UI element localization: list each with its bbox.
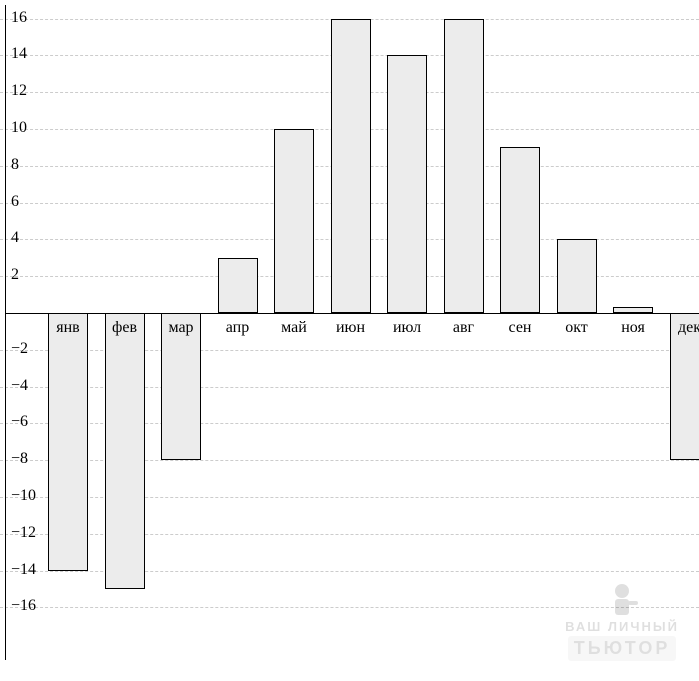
bar <box>557 239 597 313</box>
watermark-figure-icon <box>602 581 642 621</box>
bar <box>105 313 145 589</box>
x-tick-label: июл <box>393 319 421 337</box>
bar <box>387 55 427 313</box>
bar <box>48 313 88 571</box>
x-tick-label: мар <box>168 319 193 337</box>
y-tick-label: 12 <box>11 82 27 100</box>
watermark-line2: ТЬЮТОР <box>568 636 677 661</box>
bar <box>500 147 540 313</box>
x-tick-label: июн <box>336 319 365 337</box>
x-axis <box>5 313 695 314</box>
x-tick-label: дек <box>678 319 699 337</box>
x-tick-label: апр <box>226 319 249 337</box>
y-tick-label: 16 <box>11 9 27 27</box>
y-tick-label: −10 <box>11 487 36 505</box>
y-tick-label: −12 <box>11 524 36 542</box>
x-tick-label: май <box>281 319 307 337</box>
y-tick-label: 8 <box>11 156 19 174</box>
y-tick-label: 10 <box>11 119 27 137</box>
temperature-bar-chart: −16 −14 −12 −10 −8 −6 −4 −2 2 4 6 8 10 12 14 16 янв фев м… <box>0 0 699 681</box>
y-tick-label: −6 <box>11 413 28 431</box>
y-tick-label: 14 <box>11 45 27 63</box>
watermark-line1: ВАШ ЛИЧНЫЙ <box>565 619 679 634</box>
y-tick-label: 6 <box>11 193 19 211</box>
bar <box>444 19 484 313</box>
x-tick-label: фев <box>112 319 137 337</box>
bar <box>218 258 258 313</box>
gridline <box>0 607 699 608</box>
x-tick-label: ноя <box>621 319 645 337</box>
y-tick-label: −16 <box>11 597 36 615</box>
bar <box>274 129 314 313</box>
y-tick-label: −2 <box>11 340 28 358</box>
y-tick-label: −14 <box>11 561 36 579</box>
watermark: ВАШ ЛИЧНЫЙ ТЬЮТОР <box>565 581 679 661</box>
y-tick-label: 4 <box>11 229 19 247</box>
x-tick-label: янв <box>56 319 79 337</box>
y-axis <box>5 5 6 660</box>
y-tick-label: −8 <box>11 450 28 468</box>
y-tick-label: −4 <box>11 377 28 395</box>
bar <box>331 19 371 313</box>
x-tick-label: окт <box>565 319 588 337</box>
x-tick-label: сен <box>509 319 532 337</box>
x-tick-label: авг <box>453 319 474 337</box>
y-tick-label: 2 <box>11 266 19 284</box>
